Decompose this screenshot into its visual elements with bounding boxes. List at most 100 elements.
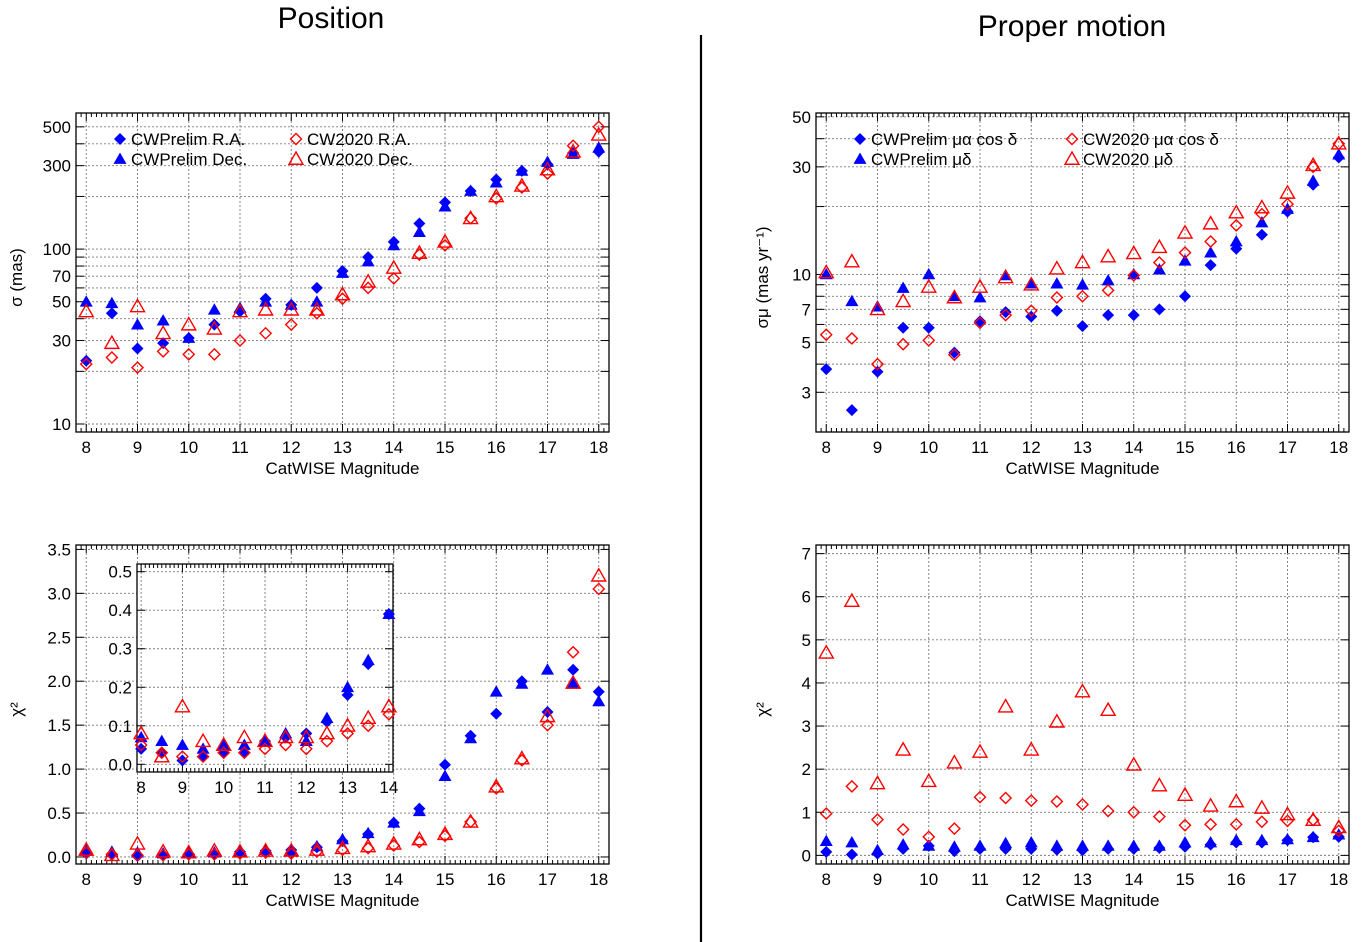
- x-tick-label: 18: [1329, 870, 1348, 889]
- cw2020-cos-point: [1204, 817, 1218, 831]
- cwprelim-dec-point: [412, 225, 426, 238]
- cwprelim-cos-point: [999, 306, 1012, 319]
- cwprelim-point: [1178, 835, 1192, 848]
- y-tick-label: 3.0: [47, 584, 71, 603]
- cw2020-dec-point: [339, 717, 356, 732]
- cw2020-point: [971, 743, 989, 758]
- cw2020-cos-point: [1076, 798, 1089, 812]
- x-tick-label: 9: [133, 870, 142, 889]
- cwprelim-r-a-point: [490, 707, 503, 720]
- cw2020-dec-point: [462, 209, 479, 225]
- cwprelim-dec-point: [217, 738, 231, 750]
- cwprelim-dec-point: [131, 318, 144, 330]
- cw2020-dec-point: [488, 188, 505, 203]
- cw2020-dec-point: [590, 567, 607, 582]
- cwprelim-point: [1101, 273, 1115, 286]
- cw2020-dec-point: [462, 813, 479, 828]
- cwprelim-dec-point: [207, 846, 221, 858]
- cwprelim-dec-point: [464, 184, 478, 196]
- cwprelim-cos-point: [820, 363, 833, 376]
- cw2020-point: [1253, 199, 1271, 214]
- cw2020-cos-point: [1127, 268, 1141, 282]
- x-tick-label: 13: [333, 438, 352, 457]
- y-tick-label: 5: [802, 333, 811, 352]
- x-tick-label: 15: [1176, 438, 1195, 457]
- cw2020-cos-point: [999, 791, 1013, 805]
- cwprelim-dec-point: [284, 845, 298, 857]
- cw2020-dec-point: [129, 298, 146, 313]
- cw2020-dec-point: [256, 732, 274, 748]
- cwprelim-point: [1306, 174, 1320, 186]
- cw2020-dec-point: [380, 698, 398, 713]
- cw2020-point: [1099, 248, 1117, 263]
- y-axis-label: σ (mas): [7, 248, 26, 307]
- cw2020-r-a-point: [79, 357, 93, 371]
- cwprelim-cos-point: [845, 848, 858, 861]
- series-cw2020-dec: [78, 567, 607, 862]
- x-tick-label: 9: [178, 778, 187, 797]
- cw2020-cos-point: [1024, 304, 1038, 318]
- x-tick-label: 13: [1073, 438, 1092, 457]
- cw2020-point: [1023, 276, 1040, 291]
- series-cw2020: [818, 592, 1347, 834]
- series-cwprelim: [819, 828, 1346, 856]
- y-tick-label: 3.5: [47, 540, 71, 559]
- cw2020-dec-point: [436, 233, 454, 248]
- cw2020-point: [1125, 244, 1142, 260]
- cw2020-dec-point: [231, 843, 249, 858]
- y-tick-label: 0.0: [108, 755, 132, 774]
- cw2020-cos-point: [1229, 218, 1243, 232]
- y-tick-label: 4: [802, 674, 811, 693]
- y-tick-label: 30: [52, 332, 71, 351]
- x-tick-label: 16: [1227, 870, 1246, 889]
- cwprelim-point: [922, 267, 936, 280]
- cwprelim-dec-point: [196, 742, 210, 754]
- cwprelim-dec-point: [412, 804, 426, 817]
- x-tick-label: 12: [297, 778, 316, 797]
- cw2020-point: [1023, 741, 1040, 756]
- legend-marker: [289, 132, 303, 146]
- cwprelim-point: [1050, 277, 1064, 289]
- cwprelim-dec-point: [182, 331, 196, 343]
- cw2020-r-a-point: [175, 750, 189, 764]
- cw2020-dec-point: [564, 143, 582, 158]
- cw2020-dec-point: [360, 709, 377, 725]
- cw2020-cos-point: [1050, 291, 1064, 304]
- cw2020-r-a-point: [134, 738, 148, 752]
- x-tick-label: 18: [589, 870, 608, 889]
- cwprelim-r-a-point: [135, 742, 148, 755]
- chart-pos-sigma: 8 9 10 11 12 13 14 15 16 17 18 10 30 50 70 100 300 500 Cat…: [7, 112, 610, 478]
- cwprelim-cos-point: [897, 321, 910, 334]
- cwprelim-point: [999, 836, 1013, 849]
- cw2020-dec-point: [359, 838, 377, 853]
- cw2020-point: [1125, 756, 1142, 771]
- x-tick-label: 11: [256, 778, 274, 797]
- cw2020-dec-point: [590, 126, 607, 141]
- cw2020-r-a-point: [387, 271, 401, 285]
- cw2020-point: [818, 644, 835, 659]
- x-axis-label: CatWISE Magnitude: [1005, 891, 1159, 910]
- cw2020-point: [920, 772, 937, 788]
- legend-label: CW2020 R.A.: [307, 130, 411, 149]
- panels: 8 9 10 11 12 13 14 15 16 17 1810305070100300500Cat…: [7, 108, 1350, 910]
- cwprelim-dec-point: [361, 653, 375, 666]
- legend-label: CW2020 Dec.: [307, 150, 413, 169]
- cw2020-dec-point: [308, 841, 326, 856]
- cw2020-dec-point: [277, 728, 294, 744]
- cw2020-cos-point: [871, 813, 884, 827]
- cw2020-r-a-point: [541, 167, 554, 181]
- cwprelim-r-a-point: [567, 663, 580, 676]
- cwprelim-point: [845, 835, 859, 848]
- cwprelim-point: [1255, 833, 1269, 846]
- cw2020-point: [1151, 238, 1168, 254]
- cw2020-cos-point: [947, 822, 961, 836]
- y-axis-label: χ²: [7, 702, 26, 717]
- cw2020-point: [1253, 799, 1271, 814]
- cwprelim-point: [1306, 830, 1320, 843]
- cw2020-cos-point: [999, 308, 1013, 322]
- cw2020-r-a-point: [237, 746, 251, 760]
- x-tick-label: 14: [379, 778, 398, 797]
- cw2020-r-a-point: [155, 746, 169, 760]
- x-tick-label: 14: [384, 870, 403, 889]
- cw2020-dec-point: [174, 698, 191, 713]
